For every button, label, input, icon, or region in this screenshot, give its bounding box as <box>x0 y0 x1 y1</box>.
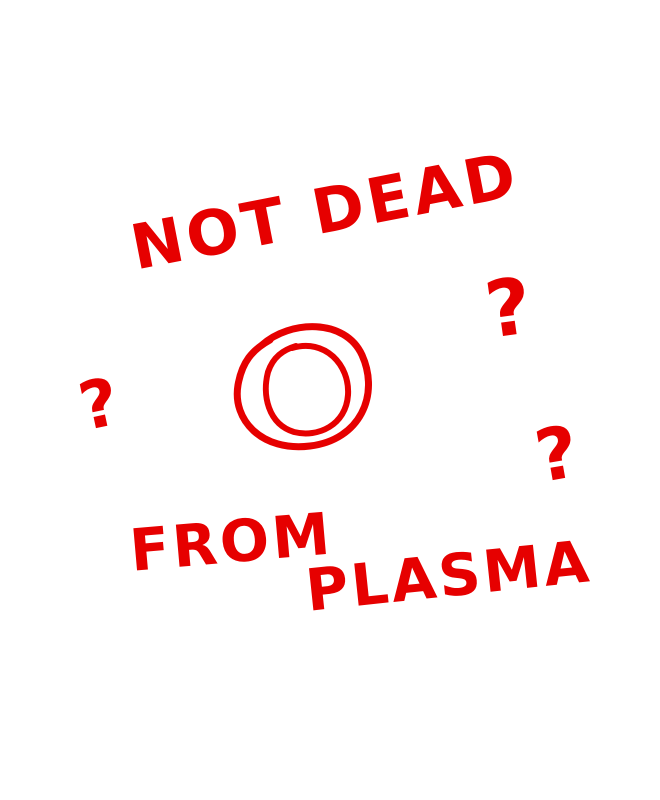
outer-ring <box>233 323 372 451</box>
inner-ring <box>262 343 352 437</box>
